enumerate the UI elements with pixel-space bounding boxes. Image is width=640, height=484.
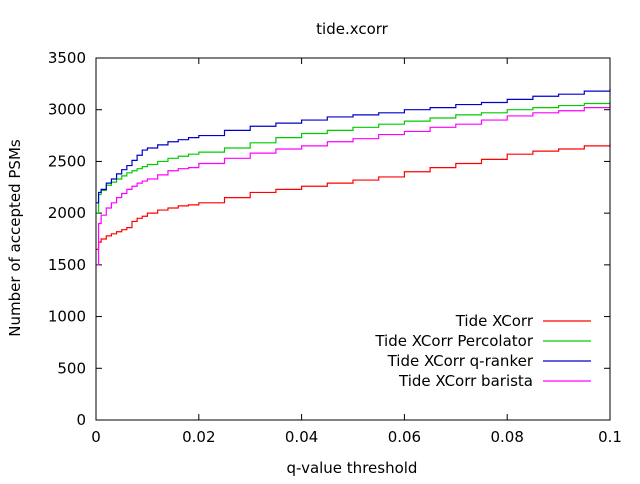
- x-tick-label: 0.04: [285, 428, 318, 446]
- series-line-3: [96, 104, 611, 266]
- x-tick-label: 0.02: [182, 428, 215, 446]
- axis-layer: 0 0.02 0.04 0.06 0.08 0.1 0 500 1000 1500 2000 2500…: [48, 49, 622, 446]
- legend-label-1: Tide XCorr Percolator: [374, 332, 533, 350]
- y-tick-label: 3500: [48, 49, 86, 67]
- plot-frame: [95, 57, 611, 421]
- legend-label-0: Tide XCorr: [455, 312, 534, 330]
- y-axis-label: Number of accepted PSMs: [6, 139, 24, 337]
- chart-title: tide.xcorr: [316, 20, 389, 38]
- y-tick-label: 2500: [48, 152, 86, 170]
- x-tick-label: 0.08: [490, 428, 523, 446]
- series-line-2: [96, 89, 611, 204]
- y-tick-label: 0: [76, 411, 86, 429]
- series-line-1: [96, 101, 611, 214]
- y-tick-label: 500: [57, 359, 86, 377]
- y-tick-label: 3000: [48, 101, 86, 119]
- x-tick-label: 0: [91, 428, 101, 446]
- series-line-0: [96, 143, 611, 250]
- x-tick-label: 0.06: [388, 428, 421, 446]
- legend: Tide XCorr Tide XCorr Percolator Tide XCor…: [374, 312, 591, 390]
- x-tick-label: 0.1: [598, 428, 622, 446]
- x-axis-label: q-value threshold: [287, 459, 418, 477]
- legend-label-3: Tide XCorr barista: [398, 372, 533, 390]
- y-tick-label: 1000: [48, 308, 86, 326]
- y-tick-label: 1500: [48, 256, 86, 274]
- legend-label-2: Tide XCorr q-ranker: [387, 352, 534, 370]
- series-layer: [96, 89, 611, 266]
- y-tick-label: 2000: [48, 204, 86, 222]
